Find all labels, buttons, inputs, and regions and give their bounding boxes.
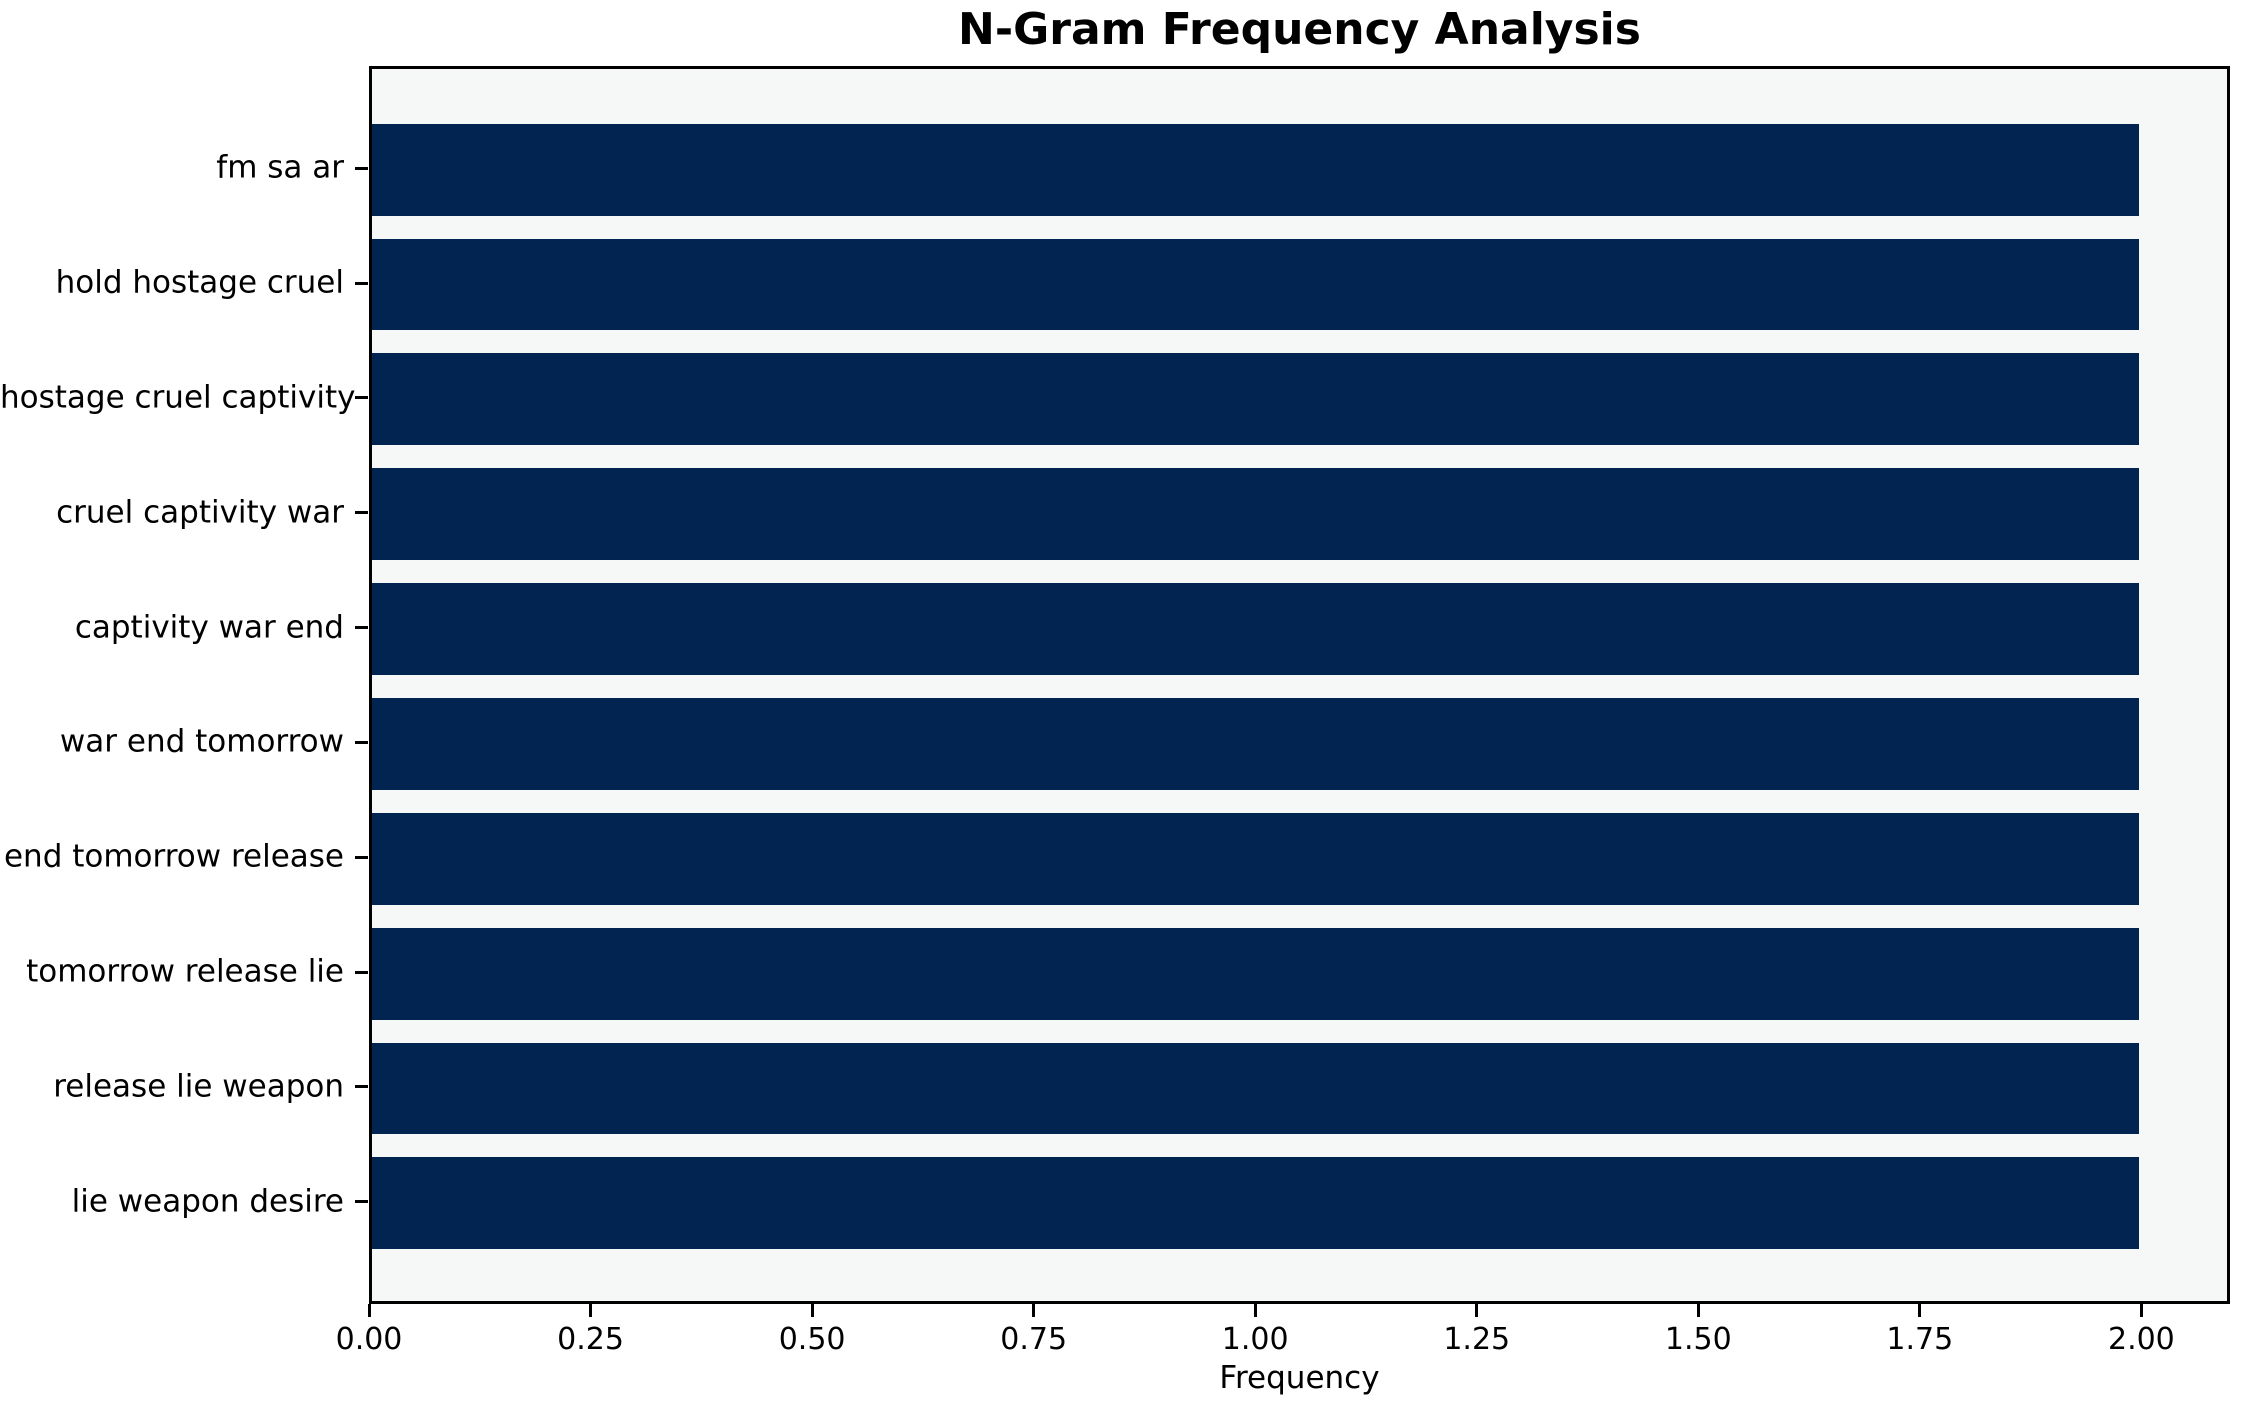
y-tick-mark: [355, 855, 368, 859]
chart-title: N-Gram Frequency Analysis: [958, 4, 1641, 55]
y-category-label: release lie weapon: [53, 1068, 344, 1105]
x-tick-label: 2.00: [2107, 1322, 2175, 1357]
bar: [372, 1157, 2139, 1250]
x-tick-mark: [1032, 1304, 1036, 1317]
y-category-label: cruel captivity war: [56, 494, 344, 531]
x-tick-mark: [1475, 1304, 1479, 1317]
y-category-label: tomorrow release lie: [26, 953, 344, 990]
x-tick-label: 0.25: [557, 1322, 624, 1357]
y-tick-mark: [355, 626, 368, 630]
y-category-label: lie weapon desire: [71, 1183, 344, 1220]
bar: [372, 1042, 2139, 1135]
bar: [372, 927, 2139, 1020]
plot-area: [369, 66, 2230, 1304]
y-category-label: hold hostage cruel: [55, 264, 344, 301]
y-tick-mark: [355, 1200, 368, 1204]
x-axis-label: Frequency: [1219, 1360, 1380, 1396]
y-category-label: fm sa ar: [216, 149, 344, 186]
bar: [372, 697, 2139, 790]
x-tick-mark: [367, 1304, 371, 1317]
bar: [372, 238, 2139, 331]
x-tick-mark: [589, 1304, 593, 1317]
y-tick-mark: [355, 970, 368, 974]
x-tick-label: 1.00: [1221, 1322, 1289, 1357]
y-category-label: war end tomorrow: [59, 723, 344, 760]
bar: [372, 468, 2139, 561]
y-category-label: captivity war end: [74, 609, 344, 646]
x-tick-mark: [1696, 1304, 1700, 1317]
y-category-label: hostage cruel captivity: [0, 379, 356, 416]
x-tick-mark: [2139, 1304, 2143, 1317]
bar: [372, 583, 2139, 675]
y-category-label: end tomorrow release: [3, 838, 344, 875]
x-tick-label: 1.25: [1443, 1322, 1511, 1357]
bar: [372, 123, 2139, 216]
x-tick-label: 1.50: [1664, 1322, 1732, 1357]
y-tick-mark: [355, 511, 368, 515]
bar: [372, 812, 2139, 905]
x-tick-mark: [810, 1304, 814, 1317]
x-tick-mark: [1253, 1304, 1257, 1317]
bar: [372, 353, 2139, 446]
y-tick-mark: [355, 281, 368, 285]
x-tick-label: 0.75: [1000, 1322, 1068, 1357]
x-tick-label: 1.75: [1886, 1322, 1954, 1357]
y-tick-mark: [355, 1085, 368, 1089]
y-tick-mark: [355, 166, 368, 170]
y-tick-mark: [355, 740, 368, 744]
y-tick-mark: [355, 396, 368, 400]
x-tick-label: 0.00: [335, 1322, 403, 1357]
x-tick-mark: [1918, 1304, 1922, 1317]
x-tick-label: 0.50: [778, 1322, 846, 1357]
